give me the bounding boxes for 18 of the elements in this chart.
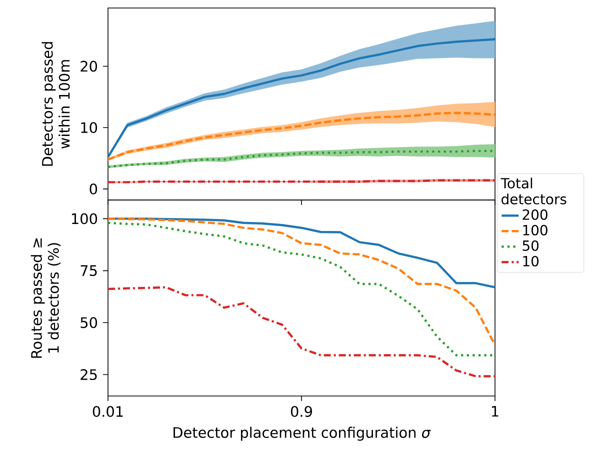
y-tick-label: 75 — [80, 265, 97, 276]
y-tick-label: 20 — [80, 60, 98, 72]
x-axis-title: Detector placement configuration σ — [174, 426, 431, 441]
y-axis-title: Routes passed ≥ 1 detectors (%) — [30, 238, 61, 358]
y-axis-title: Detectors passed within 100m — [42, 42, 70, 166]
x-tick-label: 0.01 — [92, 406, 123, 417]
legend-label: 200 — [522, 209, 548, 220]
y-tick-label: 50 — [80, 317, 98, 328]
x-tick-label: 1 — [492, 406, 498, 417]
y-tick-label: 10 — [81, 122, 98, 134]
y-tick-label: 0 — [90, 183, 98, 194]
y-tick-label: 100 — [72, 213, 98, 224]
legend-label: 50 — [522, 240, 539, 251]
legend-title: Total detectors — [500, 178, 566, 204]
legend-label: 10 — [523, 256, 539, 266]
x-tick-label: 0.9 — [290, 406, 312, 417]
y-tick-label: 25 — [80, 369, 97, 380]
legend-label: 100 — [523, 224, 548, 236]
